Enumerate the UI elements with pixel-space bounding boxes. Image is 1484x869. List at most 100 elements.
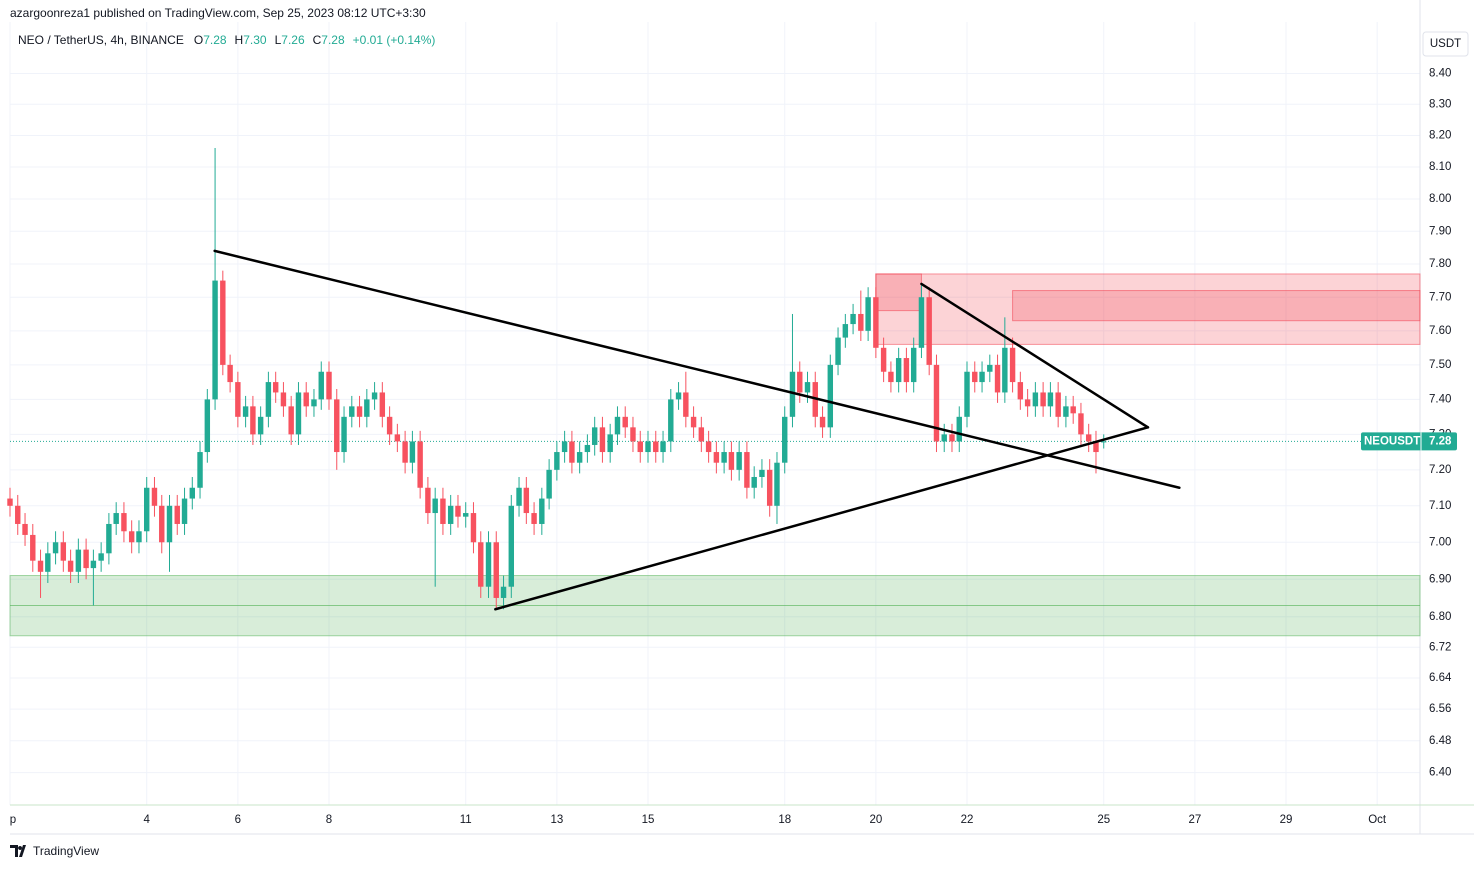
- candle-body: [67, 560, 74, 572]
- candle-body: [1063, 406, 1069, 417]
- candle-body: [295, 392, 302, 435]
- x-tick-label: 20: [869, 814, 882, 826]
- candle-body: [75, 549, 82, 572]
- candle-body: [668, 399, 674, 442]
- candle-body: [106, 523, 112, 554]
- y-tick-label: 8.40: [1429, 68, 1451, 80]
- candle-body: [334, 399, 340, 453]
- publisher: azargoonreza1 published on TradingView.c…: [10, 6, 426, 20]
- candle-body: [926, 297, 932, 365]
- candle-body: [653, 441, 659, 453]
- y-tick-label: 6.72: [1429, 641, 1451, 653]
- candle-body: [539, 498, 545, 524]
- candle-body: [865, 297, 871, 331]
- candle-body: [888, 371, 894, 383]
- candle-body: [463, 513, 469, 517]
- candle-body: [15, 505, 21, 524]
- candle-body: [1047, 392, 1054, 407]
- y-tick-label: 6.48: [1429, 735, 1451, 747]
- candle-body: [728, 452, 735, 470]
- candle-body: [37, 560, 44, 572]
- candle-body: [356, 406, 363, 417]
- y-tick-label: 8.10: [1429, 161, 1451, 173]
- candle-body: [599, 427, 606, 453]
- candle-body: [842, 324, 849, 338]
- trendline: [494, 426, 1150, 611]
- y-tick-label: 8.20: [1429, 129, 1451, 141]
- candle-body: [1078, 413, 1084, 435]
- candle-body: [903, 358, 910, 383]
- candle-body: [128, 531, 135, 543]
- candle-body: [508, 505, 515, 587]
- symbol: NEO / TetherUS, 4h, BINANCE: [18, 33, 184, 47]
- candle-body: [523, 487, 530, 514]
- candle-body: [174, 505, 180, 524]
- y-tick-label: 7.10: [1429, 500, 1451, 512]
- y-tick-label: 6.64: [1429, 672, 1452, 684]
- candle-body: [964, 371, 970, 417]
- candle-body: [827, 364, 834, 428]
- candle-body: [645, 441, 651, 453]
- candle-body: [972, 371, 978, 383]
- candle-body: [713, 452, 720, 463]
- candle-body: [272, 382, 279, 393]
- candle-body: [52, 542, 59, 554]
- y-tick-label: 6.80: [1429, 611, 1451, 623]
- candle-body: [561, 441, 568, 453]
- candle-body: [288, 406, 294, 435]
- candle-body: [440, 498, 446, 524]
- candle-body: [242, 406, 249, 417]
- candle-body: [83, 549, 89, 569]
- ohlc-label: L: [275, 33, 282, 47]
- change: +0.01 (+0.14%): [353, 33, 436, 47]
- candle-body: [204, 399, 211, 453]
- candle-body: [257, 416, 264, 435]
- y-tick-label: 7.80: [1429, 258, 1451, 270]
- symbol-legend: NEO / TetherUS, 4h, BINANCE O7.28 H7.30 L7.…: [18, 33, 435, 47]
- candle-body: [90, 560, 97, 569]
- y-tick-label: 7.70: [1429, 291, 1451, 303]
- candle-body: [956, 416, 962, 442]
- candle-body: [1040, 392, 1046, 407]
- candle-body: [250, 406, 256, 435]
- candle-body: [394, 434, 401, 442]
- candle-body: [1093, 441, 1099, 453]
- candle-body: [637, 441, 643, 453]
- candle-body: [417, 441, 423, 488]
- currency-button-frame[interactable]: [1422, 31, 1469, 57]
- ohlc-value: 7.28: [203, 33, 227, 47]
- candle-body: [493, 542, 499, 598]
- currency-button[interactable]: USDT: [1422, 31, 1469, 57]
- y-tick-label: 6.56: [1429, 703, 1451, 715]
- price-tag-symbol: NEOUSDT: [1364, 435, 1420, 447]
- candle-body: [22, 523, 28, 535]
- ohlc-value: 7.30: [243, 33, 267, 47]
- candle-body: [166, 505, 173, 543]
- candle-body: [485, 542, 492, 587]
- candle-body: [918, 297, 925, 348]
- candle-body: [197, 452, 203, 488]
- candle-body: [797, 371, 803, 393]
- background: [9, 22, 1420, 805]
- candle-body: [819, 416, 826, 428]
- candle-body: [121, 513, 127, 532]
- x-tick-label: 27: [1188, 814, 1201, 826]
- candle-body: [759, 469, 765, 477]
- candle-body: [1085, 434, 1092, 442]
- x-tick-label: 18: [778, 814, 791, 826]
- candle-body: [782, 416, 788, 463]
- y-tick-label: 7.90: [1429, 225, 1451, 237]
- candle-body: [349, 406, 355, 417]
- candle-body: [789, 371, 796, 417]
- candle-body: [736, 452, 742, 470]
- trendline: [213, 249, 1181, 490]
- candle-body: [432, 498, 438, 514]
- candle-body: [409, 441, 416, 463]
- ohlc-label: O: [194, 33, 203, 47]
- candle-body: [910, 347, 917, 383]
- candle-body: [144, 487, 150, 532]
- currency[interactable]: USDT: [1430, 38, 1461, 50]
- candle-body: [500, 586, 507, 598]
- candle-body: [698, 427, 705, 442]
- candle-body: [425, 487, 431, 514]
